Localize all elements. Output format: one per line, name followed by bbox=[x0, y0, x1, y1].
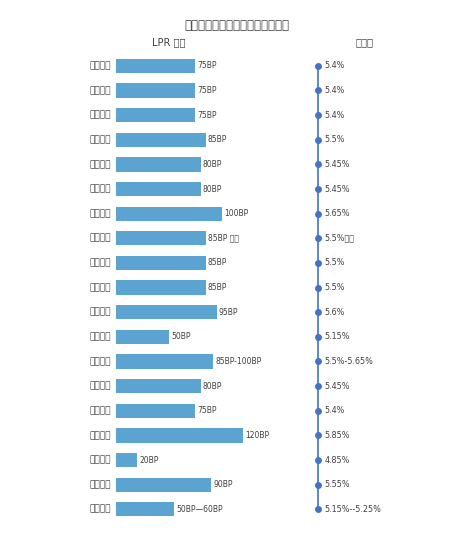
Text: 5.4%: 5.4% bbox=[325, 111, 345, 120]
Text: 5.5%: 5.5% bbox=[325, 283, 345, 292]
Text: 5.4%: 5.4% bbox=[325, 86, 345, 95]
Text: 85BP: 85BP bbox=[208, 135, 227, 144]
Text: 4.85%: 4.85% bbox=[325, 455, 350, 464]
Text: 年利率: 年利率 bbox=[356, 37, 374, 48]
FancyBboxPatch shape bbox=[116, 207, 222, 221]
Text: 80BP: 80BP bbox=[202, 160, 222, 169]
Text: 5.55%: 5.55% bbox=[325, 480, 350, 489]
Text: 5.65%: 5.65% bbox=[325, 209, 350, 218]
Text: 5.4%: 5.4% bbox=[325, 62, 345, 70]
FancyBboxPatch shape bbox=[116, 403, 195, 418]
Text: 5.5%: 5.5% bbox=[325, 135, 345, 144]
Text: 5.45%: 5.45% bbox=[325, 160, 350, 169]
Text: 广州各家银行首套房房贷利率情况: 广州各家银行首套房房贷利率情况 bbox=[184, 19, 290, 32]
FancyBboxPatch shape bbox=[116, 354, 213, 369]
FancyBboxPatch shape bbox=[116, 59, 195, 73]
Text: 南粤银行: 南粤银行 bbox=[90, 431, 111, 440]
Text: 招商银行: 招商银行 bbox=[90, 308, 111, 317]
Text: 75BP: 75BP bbox=[197, 406, 217, 415]
FancyBboxPatch shape bbox=[116, 133, 206, 147]
Text: 5.5%以上: 5.5%以上 bbox=[325, 234, 355, 243]
Text: 20BP: 20BP bbox=[139, 455, 158, 464]
FancyBboxPatch shape bbox=[116, 256, 206, 270]
Text: 85BP: 85BP bbox=[208, 258, 227, 268]
Text: LPR 加点: LPR 加点 bbox=[152, 37, 185, 48]
FancyBboxPatch shape bbox=[116, 453, 137, 467]
Text: 90BP: 90BP bbox=[213, 480, 233, 489]
Text: 5.6%: 5.6% bbox=[325, 308, 345, 317]
Text: 5.85%: 5.85% bbox=[325, 431, 350, 440]
Text: 50BP—60BP: 50BP—60BP bbox=[176, 505, 223, 514]
Text: 中信银行: 中信银行 bbox=[90, 480, 111, 489]
Text: 中国邮政: 中国邮政 bbox=[90, 160, 111, 169]
FancyBboxPatch shape bbox=[116, 83, 195, 97]
Text: 5.5%: 5.5% bbox=[325, 258, 345, 268]
Text: 中国建行: 中国建行 bbox=[90, 86, 111, 95]
FancyBboxPatch shape bbox=[116, 478, 211, 492]
Text: 75BP: 75BP bbox=[197, 62, 217, 70]
Text: 浦发银行: 浦发银行 bbox=[90, 258, 111, 268]
FancyBboxPatch shape bbox=[116, 428, 243, 442]
Text: 100BP: 100BP bbox=[224, 209, 248, 218]
Text: 80BP: 80BP bbox=[202, 185, 222, 194]
FancyBboxPatch shape bbox=[116, 305, 217, 319]
Text: 广发银行: 广发银行 bbox=[90, 357, 111, 366]
FancyBboxPatch shape bbox=[116, 182, 201, 196]
Text: 85BP 以上: 85BP 以上 bbox=[208, 234, 239, 243]
Text: 5.15%: 5.15% bbox=[325, 332, 350, 341]
Text: 5.45%: 5.45% bbox=[325, 381, 350, 391]
Text: 85BP: 85BP bbox=[208, 283, 227, 292]
Text: 交通银行: 交通银行 bbox=[90, 234, 111, 243]
FancyBboxPatch shape bbox=[116, 379, 201, 393]
FancyBboxPatch shape bbox=[116, 108, 195, 122]
Text: 兴业银行: 兴业银行 bbox=[90, 209, 111, 218]
Text: 平安银行: 平安银行 bbox=[90, 381, 111, 391]
Text: 华夏银行: 华夏银行 bbox=[90, 185, 111, 194]
FancyBboxPatch shape bbox=[116, 157, 201, 172]
FancyBboxPatch shape bbox=[116, 330, 169, 344]
Text: 汇丰银行: 汇丰银行 bbox=[90, 332, 111, 341]
Text: 75BP: 75BP bbox=[197, 111, 217, 120]
Text: 广州银行: 广州银行 bbox=[90, 505, 111, 514]
FancyBboxPatch shape bbox=[116, 280, 206, 295]
Text: 80BP: 80BP bbox=[202, 381, 222, 391]
FancyBboxPatch shape bbox=[116, 502, 174, 516]
Text: 120BP: 120BP bbox=[245, 431, 269, 440]
Text: 中国工行: 中国工行 bbox=[90, 135, 111, 144]
Text: 中国银行: 中国银行 bbox=[90, 62, 111, 70]
Text: 中国农行: 中国农行 bbox=[90, 111, 111, 120]
Text: 5.15%--5.25%: 5.15%--5.25% bbox=[325, 505, 382, 514]
FancyBboxPatch shape bbox=[116, 231, 206, 246]
Text: 75BP: 75BP bbox=[197, 86, 217, 95]
Text: 民生银行: 民生银行 bbox=[90, 283, 111, 292]
Text: 5.45%: 5.45% bbox=[325, 185, 350, 194]
Text: 光大银行: 光大银行 bbox=[90, 406, 111, 415]
Text: 50BP: 50BP bbox=[171, 332, 191, 341]
Text: 5.5%-5.65%: 5.5%-5.65% bbox=[325, 357, 374, 366]
Text: 95BP: 95BP bbox=[219, 308, 238, 317]
Text: 花旗银行: 花旗银行 bbox=[90, 455, 111, 464]
Text: 5.4%: 5.4% bbox=[325, 406, 345, 415]
Text: 85BP-100BP: 85BP-100BP bbox=[215, 357, 262, 366]
